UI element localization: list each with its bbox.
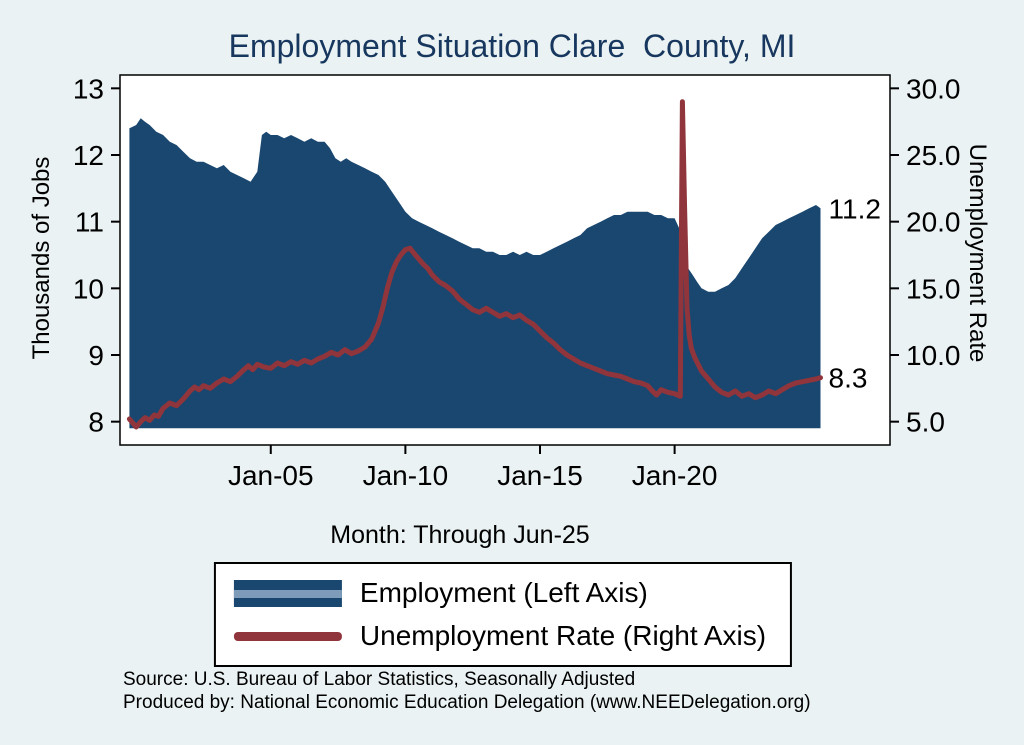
left-axis-tick-label: 13 xyxy=(73,73,104,104)
legend: Employment (Left Axis) Unemployment Rate… xyxy=(213,562,793,667)
right-axis-tick-label: 30.0 xyxy=(906,73,961,104)
x-axis-tick-label: Jan-20 xyxy=(632,460,718,491)
x-axis-tick-label: Jan-15 xyxy=(497,460,583,491)
left-axis-tick-label: 12 xyxy=(73,140,104,171)
area-swatch-band xyxy=(233,589,342,598)
left-axis-tick-label: 10 xyxy=(73,273,104,304)
unemployment-line-swatch xyxy=(233,631,342,641)
right-axis-tick-label: 20.0 xyxy=(906,207,961,238)
right-axis-tick-label: 10.0 xyxy=(906,340,961,371)
legend-item-employment: Employment (Left Axis) xyxy=(233,577,766,609)
x-axis-tick-label: Jan-05 xyxy=(228,460,314,491)
source-note: Source: U.S. Bureau of Labor Statistics,… xyxy=(123,669,636,690)
employment-area-swatch xyxy=(233,579,342,607)
produced-by-note: Produced by: National Economic Education… xyxy=(123,692,811,713)
unemployment-end-label: 8.3 xyxy=(829,363,868,394)
left-axis-tick-label: 11 xyxy=(75,207,104,238)
chart-title: Employment Situation Clare County, MI xyxy=(228,28,796,64)
x-axis-title: Month: Through Jun-25 xyxy=(330,521,590,549)
x-axis-tick-label: Jan-10 xyxy=(363,460,449,491)
legend-label-employment: Employment (Left Axis) xyxy=(359,577,648,608)
left-axis-tick-label: 8 xyxy=(88,407,104,438)
employment-end-label: 11.2 xyxy=(829,193,881,224)
right-axis-tick-label: 15.0 xyxy=(906,273,961,304)
legend-label-unemployment: Unemployment Rate (Right Axis) xyxy=(359,620,767,651)
right-axis-tick-label: 25.0 xyxy=(906,140,961,171)
right-axis-tick-label: 5.0 xyxy=(906,407,945,438)
unemployment-line xyxy=(126,99,823,430)
left-axis-tick-label: 9 xyxy=(88,340,104,371)
legend-item-unemployment: Unemployment Rate (Right Axis) xyxy=(233,620,767,652)
employment-area xyxy=(129,118,821,429)
